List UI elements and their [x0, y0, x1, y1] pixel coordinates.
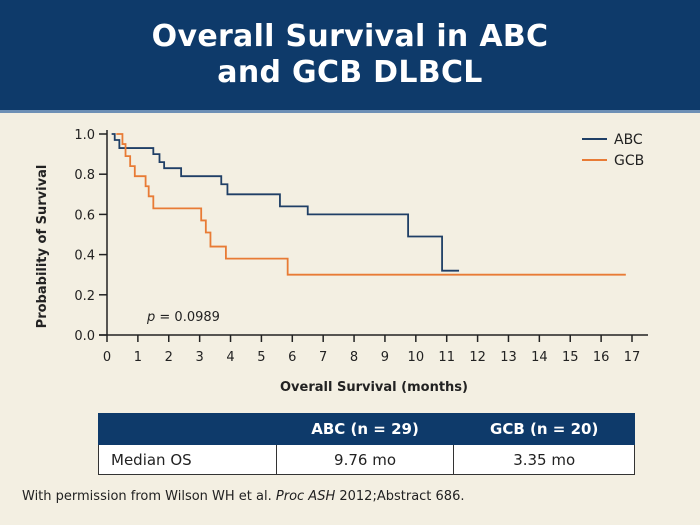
p-value-text: = 0.0989	[155, 310, 220, 325]
y-tick-label: 1.0	[74, 128, 95, 143]
p-value-symbol: p	[147, 310, 156, 325]
x-tick-label: 4	[226, 350, 234, 365]
x-tick-label: 2	[165, 350, 173, 365]
x-tick-label: 3	[196, 350, 204, 365]
survival-chart: 0.00.20.40.60.81.00 1 2 3 4 5 6 7 8 9 10 11 12 13 14 15…	[35, 128, 648, 395]
x-tick-label: 6	[288, 350, 296, 365]
y-axis-label: Probability of Survival	[35, 165, 50, 329]
x-tick-label: 7	[319, 350, 327, 365]
x-tick-label: 15	[562, 350, 579, 365]
series-line-abc	[111, 133, 460, 272]
header-divider	[0, 110, 700, 113]
x-tick-label: 8	[350, 350, 358, 365]
x-tick-label: 0	[103, 350, 111, 365]
y-tick-label: 0.6	[74, 208, 95, 223]
y-tick-label: 0.0	[74, 329, 95, 344]
row-label-median-os: Median OS	[98, 444, 277, 475]
table-row: Median OS 9.76 mo 3.35 mo	[98, 444, 635, 475]
citation-suffix: 2012;Abstract 686.	[335, 489, 465, 504]
cell-gcb-median: 3.35 mo	[453, 444, 635, 475]
x-tick-label: 9	[381, 350, 389, 365]
x-tick-label: 1	[134, 350, 142, 365]
table-header-abc: ABC (n = 29)	[275, 413, 455, 445]
cell-abc-median: 9.76 mo	[275, 444, 455, 475]
citation-journal: Proc ASH	[275, 489, 336, 504]
table-header-row: ABC (n = 29) GCB (n = 20)	[98, 413, 635, 445]
y-tick-label: 0.2	[74, 289, 95, 304]
x-tick-label: 17	[624, 350, 641, 365]
citation-footnote: With permission from Wilson WH et al. Pr…	[22, 489, 464, 504]
series-line-gcb	[116, 133, 626, 276]
x-tick-label: 14	[531, 350, 548, 365]
title-banner: Overall Survival in ABC and GCB DLBCL	[0, 0, 700, 110]
x-tick-label: 11	[438, 350, 455, 365]
legend-label-gcb: GCB	[614, 153, 644, 169]
y-tick-label: 0.8	[74, 168, 95, 183]
y-tick-label: 0.4	[74, 249, 95, 264]
table-header-blank	[98, 413, 277, 445]
x-tick-label: 12	[469, 350, 486, 365]
table-header-gcb: GCB (n = 20)	[453, 413, 635, 445]
x-tick-label: 5	[257, 350, 265, 365]
x-tick-label: 13	[500, 350, 517, 365]
legend-label-abc: ABC	[614, 132, 643, 148]
x-tick-label: 16	[593, 350, 610, 365]
title-line-1: Overall Survival in ABC	[151, 19, 549, 54]
citation-prefix: With permission from Wilson WH et al.	[22, 489, 276, 504]
title-line-2: and GCB DLBCL	[217, 55, 483, 90]
x-tick-label: 10	[408, 350, 425, 365]
x-axis-label: Overall Survival (months)	[280, 380, 468, 395]
median-os-table: ABC (n = 29) GCB (n = 20) Median OS 9.76…	[98, 413, 635, 475]
p-value-annotation: p = 0.0989	[147, 310, 220, 325]
